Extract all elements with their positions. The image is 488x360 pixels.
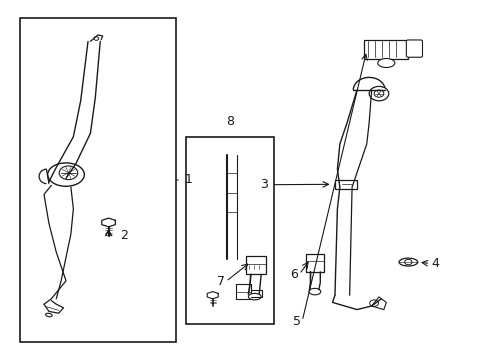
Bar bbox=[334, 180, 356, 189]
Ellipse shape bbox=[48, 163, 84, 186]
Text: 1: 1 bbox=[184, 173, 192, 186]
Ellipse shape bbox=[369, 300, 378, 306]
Text: 6: 6 bbox=[290, 268, 298, 281]
Ellipse shape bbox=[368, 86, 388, 101]
Ellipse shape bbox=[45, 313, 52, 317]
Ellipse shape bbox=[308, 288, 320, 295]
Text: 7: 7 bbox=[217, 275, 224, 288]
Circle shape bbox=[94, 37, 99, 40]
Bar bbox=[245, 256, 265, 274]
Bar bbox=[185, 137, 273, 324]
Ellipse shape bbox=[398, 258, 417, 266]
Ellipse shape bbox=[59, 166, 78, 180]
FancyBboxPatch shape bbox=[406, 40, 422, 57]
Text: 8: 8 bbox=[225, 115, 233, 128]
Ellipse shape bbox=[248, 293, 261, 300]
Bar bbox=[236, 284, 250, 299]
Ellipse shape bbox=[373, 90, 383, 97]
Text: 3: 3 bbox=[260, 178, 267, 191]
Bar bbox=[20, 18, 176, 342]
Text: 4: 4 bbox=[430, 257, 438, 270]
Ellipse shape bbox=[377, 58, 394, 68]
Ellipse shape bbox=[404, 259, 411, 265]
Bar bbox=[305, 254, 324, 272]
Text: 5: 5 bbox=[292, 315, 300, 328]
Bar bbox=[364, 40, 407, 59]
Text: 2: 2 bbox=[120, 229, 127, 242]
